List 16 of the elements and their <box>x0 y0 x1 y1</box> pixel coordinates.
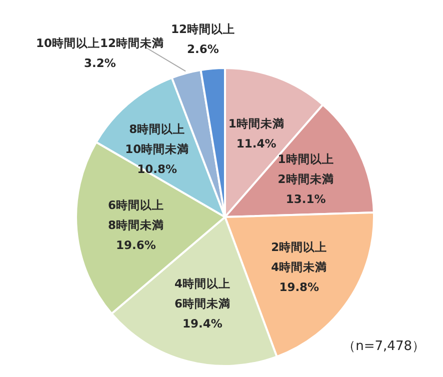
data-label: 19.8% <box>279 280 320 294</box>
data-label: 3.2% <box>84 56 116 70</box>
data-label: 19.6% <box>116 238 156 252</box>
slice-label: 4時間以上 6時間未満 <box>174 276 230 311</box>
data-label: 13.1% <box>286 192 326 206</box>
data-label: 2.6% <box>187 42 220 56</box>
slice-label: 6時間以上 8時間未満 <box>108 198 164 232</box>
data-label: 19.4% <box>182 316 223 331</box>
slice-label: 10時間以上12時間未満 <box>36 36 164 50</box>
data-label: 11.4% <box>236 136 277 150</box>
slice-label: 12時間以上 <box>170 22 236 36</box>
text: （n=7,478） <box>342 339 425 354</box>
slice-label: 1時間以上 2時間未満 <box>278 152 334 186</box>
slice-label: 8時間以上 10時間未満 <box>125 122 190 156</box>
slice-label: 1時間未満 <box>228 116 284 130</box>
slice-label: 2時間以上 4時間未満 <box>271 240 328 274</box>
